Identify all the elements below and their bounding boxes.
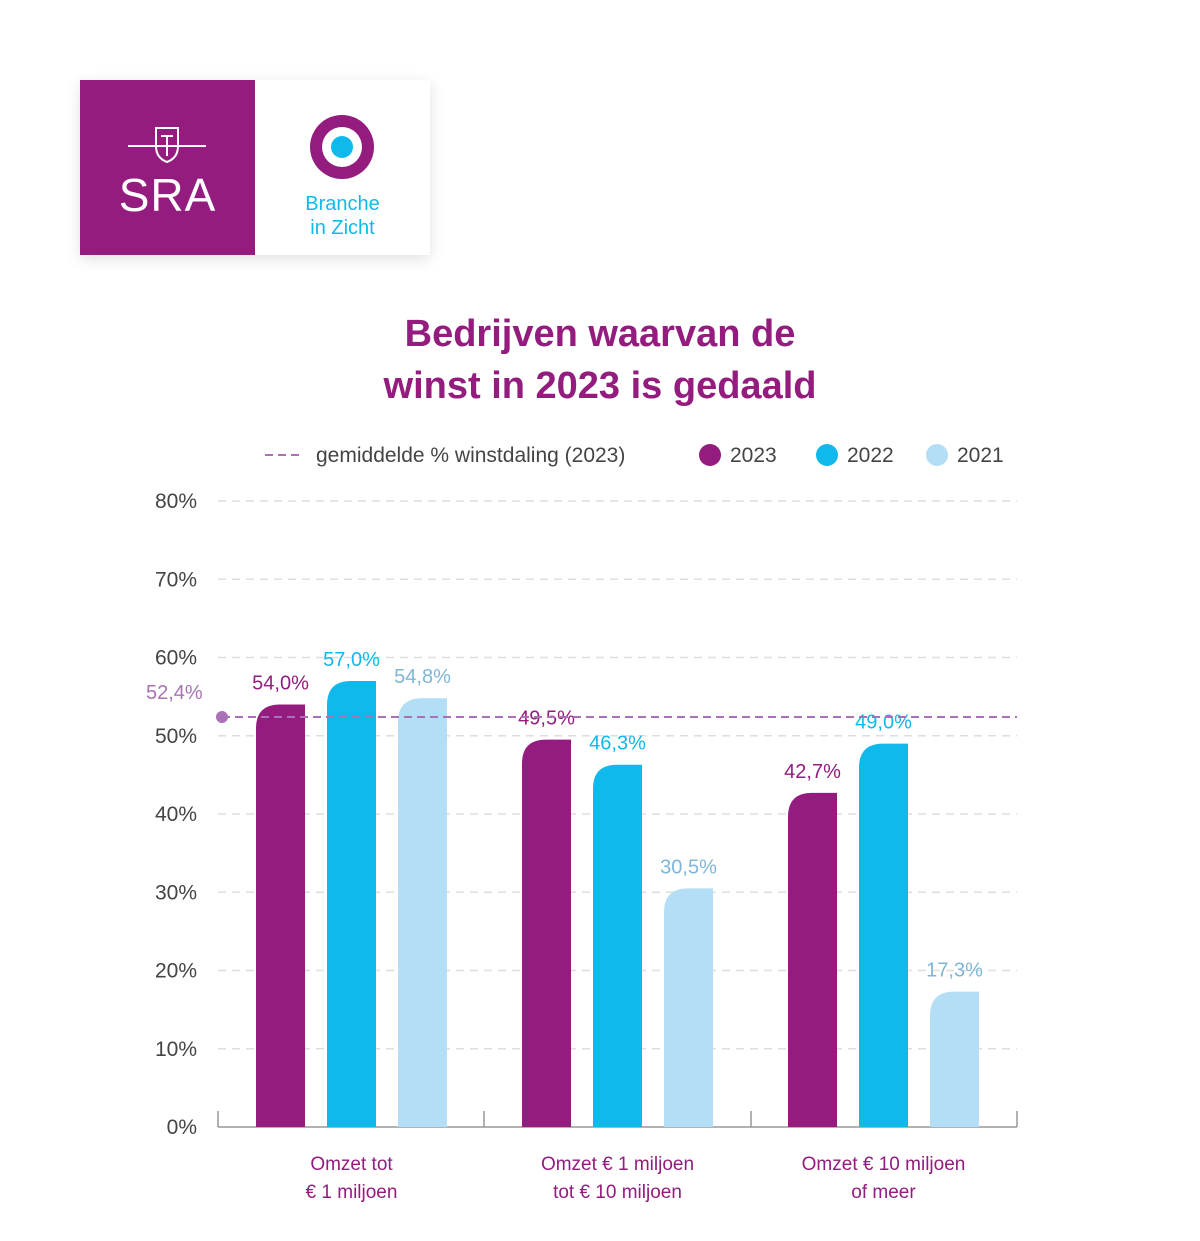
legend-swatch-2022	[816, 444, 838, 466]
shield-icon	[128, 127, 206, 164]
bar-2023	[522, 739, 571, 1127]
bar-2022	[327, 680, 376, 1127]
legend-swatch-2023	[699, 444, 721, 466]
bar-2021	[398, 698, 447, 1127]
data-label: 49,0%	[855, 712, 912, 734]
legend-label-2021: 2021	[957, 444, 1004, 467]
y-tick-label: 20%	[155, 960, 197, 983]
data-label: 46,3%	[589, 733, 646, 755]
y-tick-label: 40%	[155, 803, 197, 826]
data-label: 57,0%	[323, 649, 380, 671]
data-label: 42,7%	[784, 761, 841, 783]
legend-label-2022: 2022	[847, 444, 894, 467]
y-tick-label: 0%	[167, 1116, 197, 1139]
bar-2022	[593, 764, 642, 1127]
target-icon	[310, 115, 374, 179]
average-value-label: 52,4%	[146, 682, 203, 704]
data-label: 54,8%	[394, 666, 451, 688]
y-tick-label: 60%	[155, 647, 197, 670]
bar-2021	[930, 991, 979, 1127]
bar-2023	[788, 792, 837, 1127]
chart-title-line-1: Bedrijven waarvan de	[404, 313, 796, 355]
y-tick-label: 10%	[155, 1038, 197, 1061]
y-tick-label: 30%	[155, 881, 197, 904]
y-tick-label: 80%	[155, 490, 197, 513]
data-label: 30,5%	[660, 856, 717, 878]
bar-2023	[256, 704, 305, 1127]
sra-wordmark: SRA	[118, 169, 217, 221]
logo-card: SRA Branche in Zicht	[80, 80, 430, 255]
branche-in-zicht-logo: Branche in Zicht	[255, 80, 430, 255]
y-tick-label: 70%	[155, 568, 197, 591]
data-label: 54,0%	[252, 672, 309, 694]
data-label: 49,5%	[518, 708, 575, 730]
category-label: Omzet € 10 miljoen	[802, 1154, 966, 1175]
category-label: € 1 miljoen	[306, 1182, 398, 1203]
category-label: of meer	[851, 1182, 916, 1203]
legend-average-label: gemiddelde % winstdaling (2023)	[316, 444, 625, 467]
branche-in-zicht-text: Branche in Zicht	[255, 192, 430, 240]
data-label: 17,3%	[926, 960, 983, 982]
bar-2022	[859, 743, 908, 1127]
average-marker	[216, 710, 228, 723]
category-label: tot € 10 miljoen	[553, 1182, 682, 1203]
y-tick-label: 50%	[155, 725, 197, 748]
legend-label-2023: 2023	[730, 444, 777, 467]
branche-text: Branche	[305, 193, 380, 215]
chart-title-line-2: winst in 2023 is gedaald	[383, 365, 817, 407]
category-label: Omzet tot	[310, 1154, 393, 1175]
category-label: Omzet € 1 miljoen	[541, 1154, 694, 1175]
chart-title: Bedrijven waarvan de winst in 2023 is ge…	[0, 308, 1200, 412]
in-zicht-text: in Zicht	[310, 217, 375, 239]
sra-logo: SRA	[80, 80, 255, 255]
legend-swatch-2021	[926, 444, 948, 466]
bar-2021	[664, 888, 713, 1127]
